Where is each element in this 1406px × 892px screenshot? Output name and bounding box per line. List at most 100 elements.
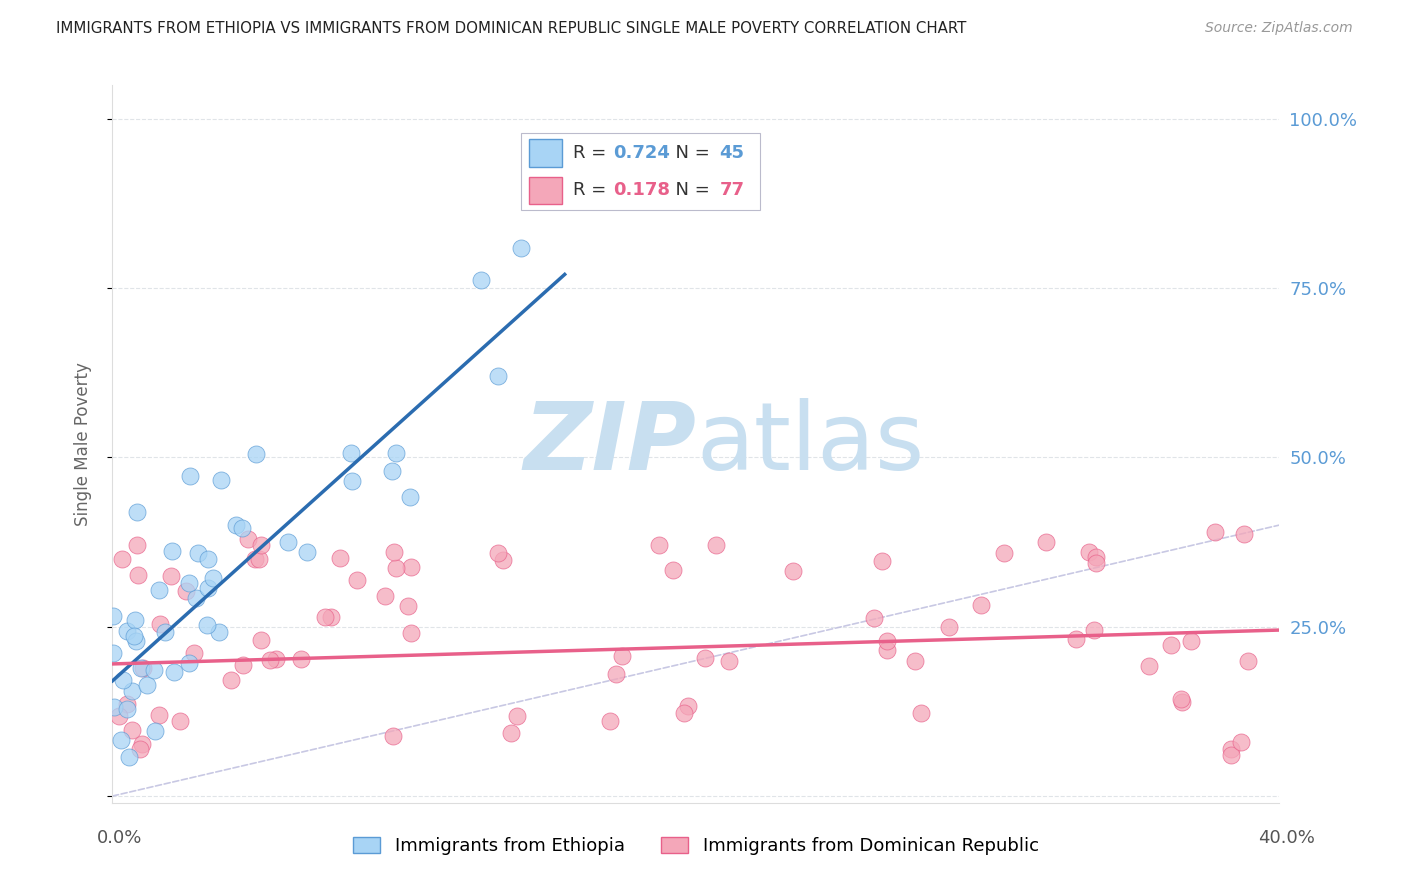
Text: 0.724: 0.724 [613, 144, 671, 162]
Point [187, 546, 209, 560]
Point [118, 749, 141, 764]
Point [1204, 525, 1226, 540]
Point [125, 504, 148, 518]
Text: N =: N = [665, 181, 716, 199]
Point [121, 683, 143, 698]
Text: 40.0%: 40.0% [1258, 829, 1315, 847]
Point [661, 564, 683, 578]
Point [970, 598, 993, 612]
Legend: Immigrants from Ethiopia, Immigrants from Dominican Republic: Immigrants from Ethiopia, Immigrants fro… [346, 830, 1046, 862]
Point [346, 574, 368, 588]
Point [339, 446, 361, 460]
Point [676, 699, 699, 714]
Point [159, 569, 181, 583]
Point [169, 714, 191, 729]
Point [782, 564, 804, 578]
Point [110, 552, 132, 566]
Point [231, 521, 253, 535]
Point [1170, 692, 1192, 706]
Point [384, 561, 406, 575]
Text: 77: 77 [720, 181, 744, 199]
Point [201, 570, 224, 584]
Point [121, 723, 143, 737]
Point [510, 240, 533, 254]
Point [183, 646, 205, 660]
Point [329, 551, 352, 566]
Text: R =: R = [574, 181, 613, 199]
Point [143, 663, 166, 677]
Bar [529, 177, 562, 204]
Point [488, 546, 510, 560]
Point [1035, 534, 1057, 549]
Point [143, 723, 166, 738]
Text: IMMIGRANTS FROM ETHIOPIA VS IMMIGRANTS FROM DOMINICAN REPUBLIC SINGLE MALE POVER: IMMIGRANTS FROM ETHIOPIA VS IMMIGRANTS F… [56, 21, 966, 36]
Point [505, 709, 527, 723]
Point [277, 534, 299, 549]
Point [1219, 741, 1241, 756]
Point [870, 554, 893, 568]
Point [107, 708, 129, 723]
Point [381, 464, 404, 478]
Point [1219, 748, 1241, 763]
Point [599, 714, 621, 728]
Point [245, 447, 267, 461]
Point [101, 608, 124, 623]
Point [207, 624, 229, 639]
Point [290, 652, 312, 666]
Point [179, 575, 201, 590]
Point [124, 613, 146, 627]
Point [672, 706, 695, 720]
Point [1171, 695, 1194, 709]
Point [148, 583, 170, 598]
Point [1230, 735, 1253, 749]
Point [648, 538, 671, 552]
Point [184, 591, 207, 605]
Point [163, 665, 186, 679]
Point [295, 545, 318, 559]
Text: Source: ZipAtlas.com: Source: ZipAtlas.com [1205, 21, 1353, 35]
Point [103, 646, 125, 660]
Point [1078, 545, 1101, 559]
Point [179, 656, 201, 670]
Point [399, 490, 422, 504]
Point [129, 741, 152, 756]
Point [470, 273, 492, 287]
Point [219, 673, 242, 687]
Point [1085, 556, 1108, 570]
Point [127, 568, 149, 582]
Text: N =: N = [665, 144, 716, 162]
Point [259, 653, 281, 667]
Point [245, 552, 267, 566]
Point [718, 654, 741, 668]
FancyBboxPatch shape [520, 133, 761, 211]
Point [115, 702, 138, 716]
Point [1233, 526, 1256, 541]
Point [1083, 623, 1105, 637]
Point [1160, 638, 1182, 652]
Point [876, 643, 898, 657]
Point [250, 632, 273, 647]
Point [396, 599, 419, 614]
Point [993, 546, 1015, 560]
Point [117, 697, 139, 711]
Text: ZIP: ZIP [523, 398, 696, 490]
Point [693, 651, 716, 665]
Point [374, 589, 396, 603]
Point [131, 661, 153, 675]
Point [110, 732, 132, 747]
Point [136, 678, 159, 692]
Point [1084, 549, 1107, 564]
Point [236, 532, 259, 546]
Point [179, 469, 201, 483]
Text: 45: 45 [720, 144, 744, 162]
Point [321, 610, 343, 624]
Point [399, 560, 422, 574]
Point [148, 616, 170, 631]
Point [1137, 659, 1160, 673]
Point [122, 629, 145, 643]
Point [131, 737, 153, 751]
Point [938, 620, 960, 634]
Point [125, 633, 148, 648]
Point [610, 649, 633, 664]
Point [112, 673, 135, 687]
